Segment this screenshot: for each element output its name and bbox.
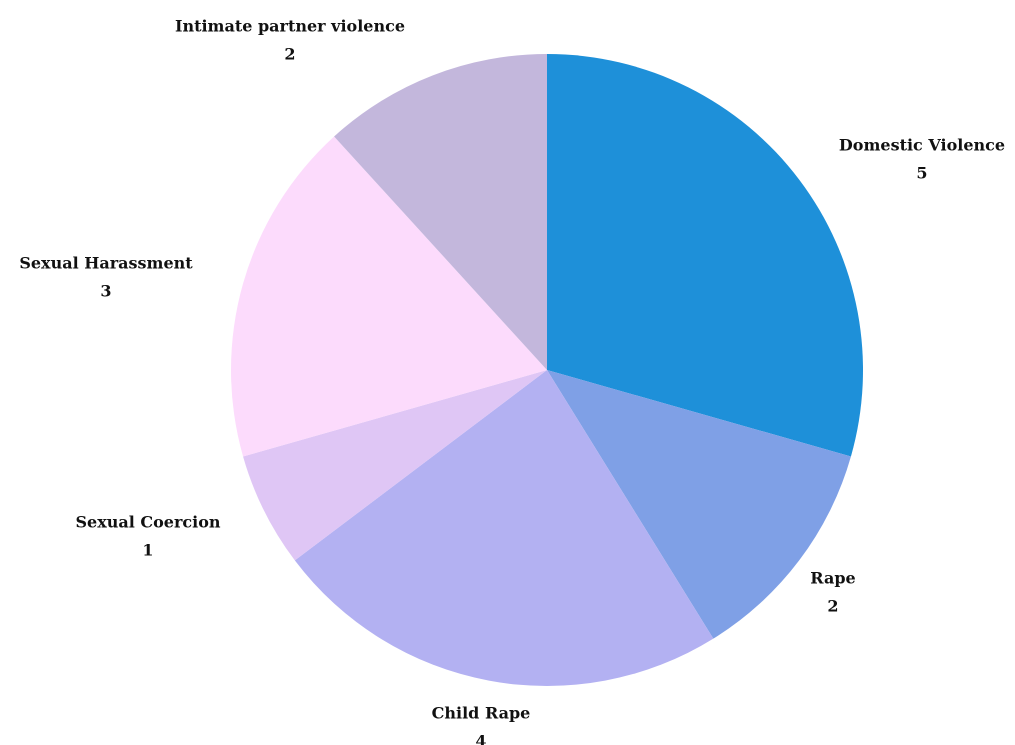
slice-label-sexual-coercion: Sexual Coercion [75, 513, 220, 532]
pie-slices [230, 53, 864, 686]
slice-label-sexual-harassment: Sexual Harassment [19, 254, 193, 273]
slice-value-sexual-harassment: 3 [100, 282, 111, 301]
slice-label-domestic-violence: Domestic Violence [839, 136, 1005, 155]
pie-slice-sexual-coercion [243, 370, 547, 561]
slice-value-sexual-coercion: 1 [142, 541, 153, 560]
pie-slice-child-rape [294, 370, 714, 686]
pie-slice-intimate-partner-violence [334, 53, 547, 370]
pie-slice-rape [547, 370, 851, 639]
pie-slice-domestic-violence [547, 54, 864, 457]
pie-slice-sexual-harassment [230, 136, 547, 457]
slice-value-intimate-partner-violence: 2 [284, 45, 295, 64]
slice-value-domestic-violence: 5 [916, 164, 927, 183]
slice-label-intimate-partner-violence: Intimate partner violence [175, 17, 405, 36]
slice-label-child-rape: Child Rape [432, 704, 531, 723]
slice-value-rape: 2 [827, 597, 838, 616]
slice-label-rape: Rape [810, 569, 855, 588]
slice-value-child-rape: 4 [475, 732, 486, 745]
pie-labels: Domestic Violence 5 Rape 2 Child Rape 4 Sexual… [19, 17, 1005, 745]
